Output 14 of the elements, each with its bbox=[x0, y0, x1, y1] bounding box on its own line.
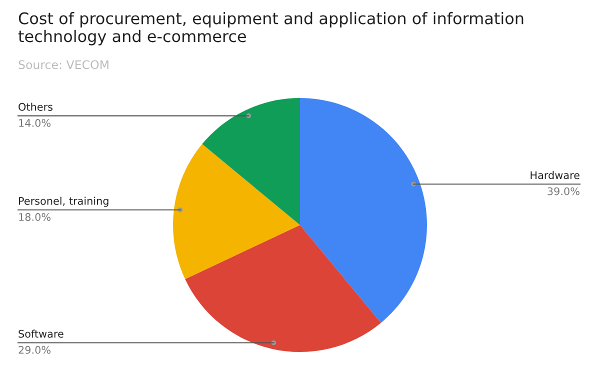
pie-slice bbox=[300, 98, 427, 323]
chart-title: Cost of procurement, equipment and application of information technology and e-commerce bbox=[18, 12, 524, 46]
pie-slice bbox=[185, 225, 381, 352]
slice-label: Software bbox=[18, 330, 64, 338]
data-label: 29.0% bbox=[18, 346, 51, 354]
data-label: 14.0% bbox=[19, 119, 51, 127]
data-label: 18.0% bbox=[19, 213, 51, 221]
slice-label: Others bbox=[18, 102, 52, 111]
slice-label: Hardware bbox=[530, 171, 580, 180]
data-label: 39.0% bbox=[548, 187, 580, 196]
slice-label: Personel, training bbox=[19, 196, 108, 207]
pie-slice bbox=[173, 144, 300, 280]
pie-slice bbox=[202, 98, 300, 225]
chart-subtitle: Source: VECOM bbox=[18, 60, 108, 70]
